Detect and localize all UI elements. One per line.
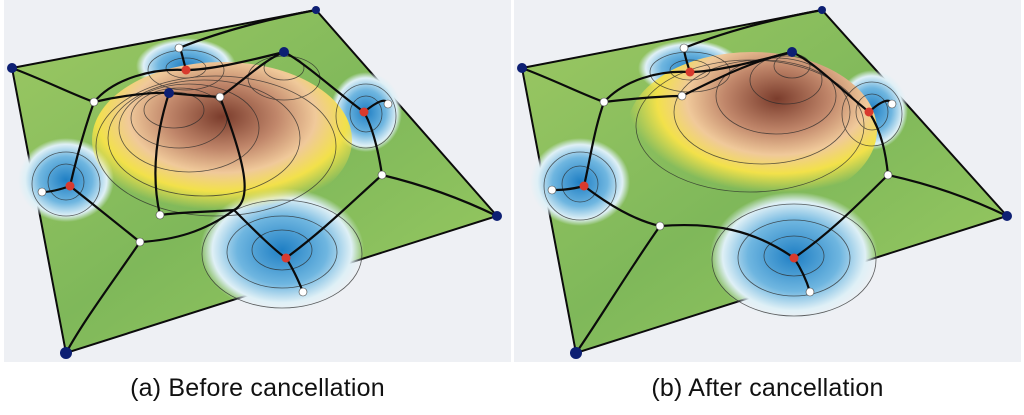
saddle-node bbox=[887, 99, 897, 109]
saddle-node bbox=[677, 91, 687, 101]
morse-smale-surface-b bbox=[514, 0, 1021, 362]
saddle-node bbox=[298, 287, 308, 297]
edge bbox=[285, 174, 383, 259]
maximum-node bbox=[164, 88, 174, 98]
edge bbox=[381, 173, 498, 217]
saddle-node bbox=[383, 99, 393, 109]
edge bbox=[791, 50, 870, 113]
edge bbox=[159, 208, 235, 217]
edge bbox=[689, 50, 793, 74]
edge bbox=[582, 101, 606, 187]
caption-b: (b) After cancellation bbox=[651, 374, 884, 402]
edge bbox=[154, 92, 171, 216]
morse-smale-surface-a bbox=[4, 0, 511, 362]
saddle-node bbox=[377, 170, 387, 180]
edge bbox=[363, 111, 384, 176]
minimum-node bbox=[579, 181, 589, 191]
basin-bottom bbox=[200, 188, 364, 312]
maximum-node bbox=[570, 347, 582, 359]
edge bbox=[69, 185, 141, 243]
edge bbox=[659, 223, 795, 259]
peak-region bbox=[627, 52, 877, 208]
panel-after-cancellation bbox=[514, 0, 1021, 362]
saddle-node bbox=[883, 170, 893, 180]
maximum-node bbox=[312, 6, 320, 14]
edge bbox=[575, 225, 661, 354]
saddle-node bbox=[135, 237, 145, 247]
maximum-node bbox=[1002, 211, 1012, 221]
edge bbox=[283, 51, 365, 113]
basin-left bbox=[530, 138, 630, 226]
edge bbox=[219, 50, 285, 98]
critical-points bbox=[7, 6, 502, 359]
edge bbox=[793, 174, 889, 259]
edge bbox=[603, 70, 691, 103]
maximum-node bbox=[492, 211, 502, 221]
saddle-node bbox=[599, 97, 609, 107]
edge bbox=[68, 101, 96, 187]
saddle-node bbox=[37, 187, 47, 197]
edge bbox=[139, 209, 235, 244]
edge bbox=[683, 8, 823, 50]
edge bbox=[887, 173, 1008, 217]
edge bbox=[178, 8, 317, 50]
minimum-node bbox=[864, 107, 874, 117]
minimum-node bbox=[789, 253, 799, 263]
maximum-node bbox=[517, 63, 527, 73]
edge bbox=[583, 185, 661, 228]
saddle-node bbox=[89, 97, 99, 107]
minimum-node bbox=[685, 67, 695, 77]
edge bbox=[218, 96, 246, 211]
edge bbox=[93, 68, 187, 103]
saddle-node bbox=[547, 185, 557, 195]
maximum-node bbox=[60, 347, 72, 359]
edge bbox=[185, 50, 285, 72]
peak-region bbox=[92, 62, 352, 218]
edge bbox=[65, 241, 141, 354]
saddle-node bbox=[215, 92, 225, 102]
maximum-node bbox=[818, 6, 826, 14]
minimum-node bbox=[281, 253, 291, 263]
edge bbox=[868, 111, 890, 176]
panel-before-cancellation bbox=[4, 0, 511, 362]
maximum-node bbox=[787, 47, 797, 57]
saddle-node bbox=[155, 210, 165, 220]
minimum-node bbox=[181, 65, 191, 75]
saddle-node bbox=[655, 221, 665, 231]
caption-a: (a) Before cancellation bbox=[130, 374, 385, 402]
saddle-node bbox=[174, 43, 184, 53]
edge bbox=[11, 66, 95, 104]
maximum-node bbox=[7, 63, 17, 73]
saddle-node bbox=[805, 287, 815, 297]
maximum-node bbox=[279, 47, 289, 57]
minimum-node bbox=[359, 107, 369, 117]
edge bbox=[521, 66, 605, 104]
minimum-node bbox=[65, 181, 75, 191]
saddle-node bbox=[679, 43, 689, 53]
mesh-edges bbox=[11, 8, 498, 354]
critical-points bbox=[517, 6, 1012, 359]
edge bbox=[603, 94, 683, 104]
